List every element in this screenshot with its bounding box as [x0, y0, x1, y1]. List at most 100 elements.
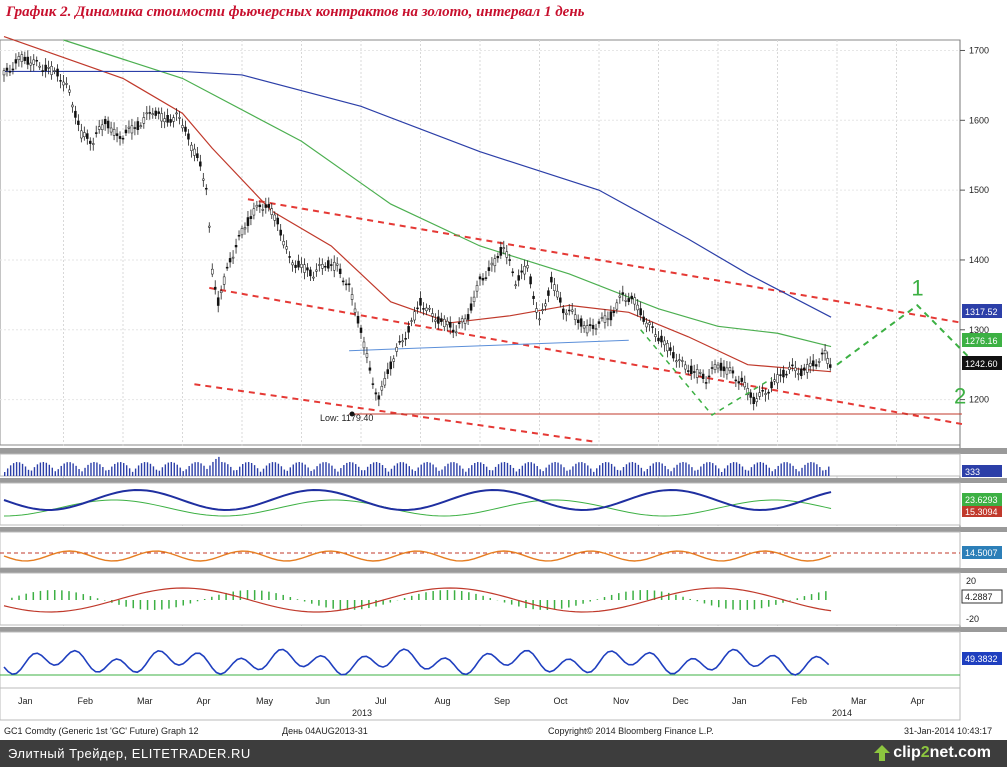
volume-bar — [185, 469, 187, 476]
macd-histogram-bar — [825, 591, 827, 600]
candle-body — [463, 318, 467, 324]
macd-histogram-bar — [353, 600, 356, 610]
candle-body — [26, 56, 30, 65]
volume-bar — [194, 462, 196, 476]
macd-histogram-bar — [46, 590, 49, 600]
candle-body — [100, 124, 104, 130]
volume-bar — [732, 462, 735, 476]
candle-body — [237, 235, 241, 237]
volume-bar — [117, 462, 119, 476]
volume-bar — [322, 462, 324, 476]
volume-bar — [137, 465, 140, 476]
macd-histogram-bar — [625, 591, 627, 600]
candle-body — [811, 360, 815, 367]
macd-histogram-bar — [403, 597, 406, 600]
volume-bar — [366, 466, 369, 476]
volume-bar — [349, 462, 351, 476]
candle-body — [562, 308, 565, 314]
candle-body — [791, 364, 794, 367]
candle-body — [312, 276, 315, 279]
badge-close: 1242.60 — [962, 356, 1002, 370]
price-tick-label: 1400 — [969, 255, 989, 265]
candle-body — [380, 386, 384, 391]
macd-histogram-bar — [510, 600, 513, 605]
candle-body — [68, 89, 71, 93]
candle-body — [684, 364, 687, 370]
macd-histogram-bar — [339, 600, 342, 610]
low-marker — [349, 411, 355, 417]
volume-bar — [33, 467, 36, 476]
candle-body — [431, 313, 434, 317]
volume-bar — [63, 463, 65, 476]
volume-bar — [227, 464, 229, 476]
volume-bar — [72, 463, 74, 476]
candle-body — [517, 275, 520, 281]
volume-bar — [801, 467, 803, 476]
macd-panel — [0, 572, 961, 626]
volume-bar — [387, 471, 390, 476]
volume-bar — [111, 466, 113, 476]
candle-body — [196, 153, 199, 159]
volume-bar — [441, 469, 443, 476]
candle-body — [142, 117, 146, 124]
candle-body — [553, 284, 556, 291]
volume-bar — [753, 464, 756, 476]
candle-body — [675, 360, 678, 363]
volume-bar — [482, 464, 485, 476]
macd-histogram-bar — [582, 600, 584, 604]
candle-body — [246, 217, 250, 226]
month-label: Jan — [732, 696, 747, 706]
candle-body — [353, 308, 357, 313]
month-label: Mar — [137, 696, 153, 706]
volume-bar — [828, 466, 830, 476]
volume-bar — [271, 462, 274, 476]
volume-bar — [292, 464, 294, 476]
dmi-indicator — [3, 489, 832, 517]
candle-body — [651, 326, 654, 328]
volume-bar — [807, 462, 809, 476]
candle-body — [713, 364, 717, 370]
candle-body — [550, 276, 553, 283]
volume-bar — [99, 464, 101, 476]
volume-bar — [715, 465, 717, 476]
candle-body — [829, 364, 832, 368]
candle-body — [514, 284, 517, 287]
candle-body — [776, 374, 779, 384]
volume-bar — [60, 465, 62, 476]
macd-histogram-bar — [39, 590, 42, 600]
volume-bar — [408, 466, 410, 476]
volume-bar — [200, 463, 202, 476]
volume-bar — [599, 465, 601, 476]
volume-bar — [581, 462, 583, 476]
macd-histogram-bar — [75, 592, 77, 600]
macd-histogram-bar — [446, 590, 449, 600]
volume-bar — [700, 466, 702, 476]
candle-body — [734, 379, 738, 382]
volume-bar — [795, 469, 797, 476]
volume-bar — [619, 470, 622, 476]
volume-bar — [84, 467, 86, 476]
candle-body — [213, 286, 217, 290]
volume-bar — [268, 463, 271, 476]
candle-body — [136, 121, 140, 130]
macd-histogram-bar — [175, 600, 177, 608]
macd-histogram-bar — [782, 600, 784, 603]
volume-bar — [259, 471, 262, 476]
volume-bar — [813, 462, 815, 476]
candle-body — [115, 133, 119, 136]
month-label: Feb — [78, 696, 94, 706]
candle-body — [300, 264, 303, 268]
badge-osc: 14.5007 — [962, 546, 1002, 559]
volume-bar — [209, 465, 211, 476]
volume-bar — [295, 462, 297, 476]
candle-body — [279, 229, 282, 236]
macd-histogram-bar — [89, 596, 92, 600]
channel-lower-line — [194, 383, 594, 443]
month-label: Apr — [911, 696, 925, 706]
badge-close-text: 1242.60 — [965, 359, 998, 369]
volume-bar — [396, 463, 399, 476]
candle-body — [773, 379, 776, 382]
volume-bar — [750, 467, 753, 476]
macd-histogram-bar — [646, 590, 649, 600]
macd-histogram-bar — [68, 591, 70, 600]
